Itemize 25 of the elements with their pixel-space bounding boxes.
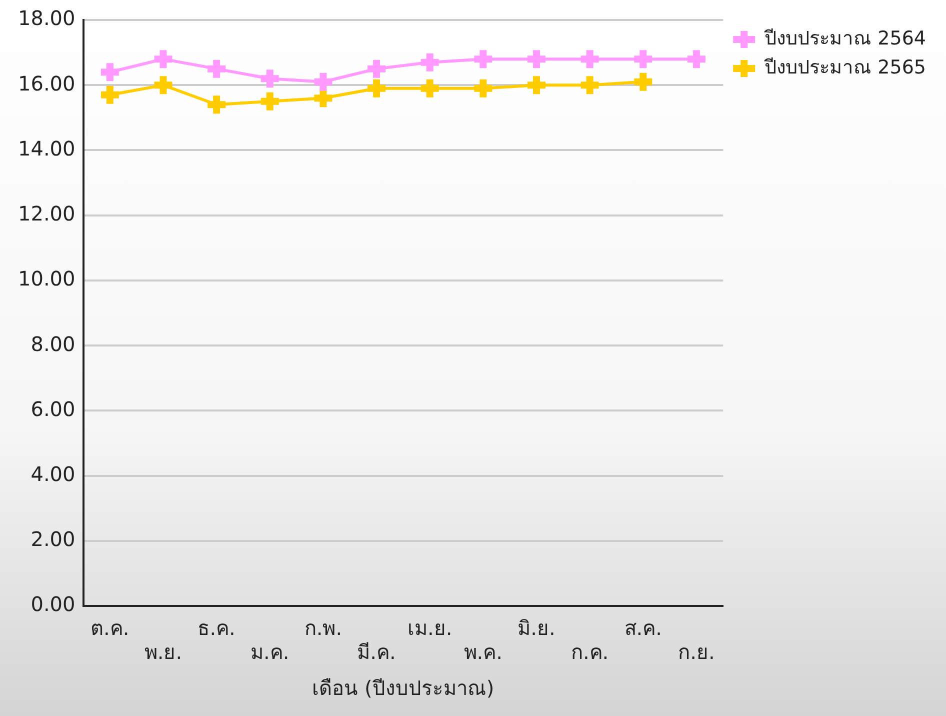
- x-tick-label: ธ.ค.: [198, 616, 236, 640]
- y-tick-label: 0.00: [30, 592, 76, 616]
- y-tick-label: 12.00: [18, 202, 76, 226]
- x-tick-label: พ.ย.: [144, 640, 182, 664]
- y-tick-label: 10.00: [18, 266, 76, 291]
- x-tick-label: มิ.ย.: [518, 616, 556, 640]
- y-tick-label: 2.00: [30, 527, 76, 552]
- x-tick-label: ก.ย.: [678, 640, 715, 664]
- y-tick-label: 4.00: [30, 462, 76, 486]
- x-tick-label: ก.ค.: [570, 640, 609, 664]
- x-tick-label: มี.ค.: [357, 640, 396, 664]
- x-tick-label: ม.ค.: [250, 640, 290, 664]
- y-tick-label: 8.00: [30, 332, 76, 356]
- x-tick-label: ส.ค.: [624, 616, 662, 640]
- legend-label: ปีงบประมาณ 2565: [764, 56, 926, 78]
- x-tick-label: พ.ค.: [464, 640, 503, 664]
- y-tick-label: 16.00: [18, 71, 76, 96]
- x-axis-title: เดือน (ปีงบประมาณ): [312, 676, 494, 700]
- x-tick-label: ก.พ.: [304, 616, 342, 640]
- x-tick-label: เม.ย.: [407, 616, 452, 640]
- y-tick-label: 6.00: [30, 396, 76, 421]
- legend-label: ปีงบประมาณ 2564: [764, 27, 926, 50]
- x-tick-label: ต.ค.: [90, 616, 130, 640]
- y-tick-label: 18.00: [18, 6, 76, 30]
- y-tick-label: 14.00: [18, 136, 76, 160]
